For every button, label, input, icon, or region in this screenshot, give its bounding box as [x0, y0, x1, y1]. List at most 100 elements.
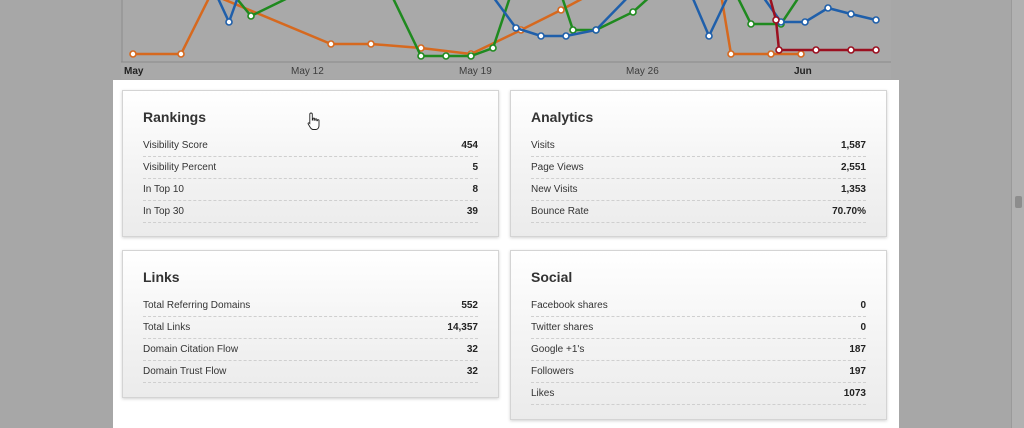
stat-row: Total Referring Domains 552 [143, 295, 478, 317]
series-point [129, 50, 137, 58]
series-point [775, 46, 783, 54]
stat-label: Total Referring Domains [143, 300, 251, 311]
stat-label: Total Links [143, 322, 191, 333]
stat-label: New Visits [531, 184, 578, 195]
stat-row: New Visits 1,353 [531, 179, 866, 201]
stat-label: Followers [531, 366, 574, 377]
analytics-card: Analytics Visits 1,587 Page Views 2,551 … [510, 90, 887, 237]
series-point [767, 50, 775, 58]
series-point [467, 52, 475, 60]
stat-label: Visits [531, 140, 555, 151]
stat-row: Likes 1073 [531, 383, 866, 405]
x-tick-label: May 19 [459, 66, 492, 77]
x-tick-label: May [124, 66, 144, 77]
series-point [247, 12, 255, 20]
stat-row: Facebook shares 0 [531, 295, 866, 317]
series-point [629, 8, 637, 16]
stat-row: Domain Trust Flow 32 [143, 361, 478, 383]
stat-label: Facebook shares [531, 300, 608, 311]
stat-row: Domain Citation Flow 32 [143, 339, 478, 361]
series-point [557, 6, 565, 14]
stat-row: Total Links 14,357 [143, 317, 478, 339]
card-title: Social [531, 269, 573, 285]
stat-row: Visibility Score 454 [143, 135, 478, 157]
series-point [727, 50, 735, 58]
series-point [512, 24, 520, 32]
series-point [872, 16, 880, 24]
hand-cursor-icon [307, 112, 320, 130]
stat-label: Likes [531, 388, 555, 399]
card-title: Rankings [143, 109, 207, 125]
series-point [177, 50, 185, 58]
card-title: Analytics [531, 109, 594, 125]
stat-value: 2,551 [840, 162, 866, 173]
stat-row: Visibility Percent 5 [143, 157, 478, 179]
card-title: Links [143, 269, 180, 285]
stat-value: 552 [461, 300, 478, 311]
series-line [769, 0, 876, 52]
stat-row: Twitter shares 0 [531, 317, 866, 339]
series-point [705, 32, 713, 40]
x-tick-label: Jun [794, 66, 812, 77]
stat-value: 1,587 [840, 140, 866, 151]
stat-value: 197 [849, 366, 866, 377]
trend-chart: May May 12 May 19 May 26 Jun [121, 0, 891, 79]
stat-row: Visits 1,587 [531, 135, 866, 157]
series-point [592, 26, 600, 34]
stat-row: In Top 10 8 [143, 179, 478, 201]
stat-value: 8 [472, 184, 478, 195]
series-point [847, 46, 855, 54]
stat-row: Followers 197 [531, 361, 866, 383]
stat-value: 14,357 [447, 322, 478, 333]
series-point [747, 20, 755, 28]
series-point [847, 10, 855, 18]
social-card: Social Facebook shares 0 Twitter shares … [510, 250, 887, 420]
series-line [217, 0, 877, 40]
series-point [801, 18, 809, 26]
series-point [569, 26, 577, 34]
stat-value: 454 [461, 140, 478, 151]
stat-label: In Top 30 [143, 206, 184, 217]
stat-value: 70.70% [832, 206, 866, 217]
series-point [327, 40, 335, 48]
series-point [872, 46, 880, 54]
series-point [562, 32, 570, 40]
series-point [824, 4, 832, 12]
stat-value: 32 [466, 344, 478, 355]
stat-label: In Top 10 [143, 184, 184, 195]
stat-value: 0 [860, 300, 866, 311]
stat-label: Domain Citation Flow [143, 344, 239, 355]
stat-row: Page Views 2,551 [531, 157, 866, 179]
trend-chart-svg [121, 0, 891, 63]
dashboard-panel: Rankings Visibility Score 454 Visibility… [113, 80, 899, 428]
stat-label: Bounce Rate [531, 206, 589, 217]
stat-value: 1,353 [840, 184, 866, 195]
stat-value: 39 [466, 206, 478, 217]
stat-value: 5 [472, 162, 478, 173]
series-point [537, 32, 545, 40]
stat-label: Page Views [531, 162, 584, 173]
scrollbar-thumb[interactable] [1015, 196, 1022, 208]
stat-label: Twitter shares [531, 322, 594, 333]
stat-value: 187 [849, 344, 866, 355]
series-point [442, 52, 450, 60]
stat-row: Bounce Rate 70.70% [531, 201, 866, 223]
stat-value: 32 [466, 366, 478, 377]
stat-value: 0 [860, 322, 866, 333]
links-card: Links Total Referring Domains 552 Total … [122, 250, 499, 398]
series-point [417, 52, 425, 60]
x-tick-label: May 12 [291, 66, 324, 77]
x-tick-label: May 26 [626, 66, 659, 77]
window-scrollbar[interactable] [1011, 0, 1024, 428]
stat-row: In Top 30 39 [143, 201, 478, 223]
stat-value: 1073 [843, 388, 866, 399]
series-point [797, 50, 805, 58]
stat-label: Domain Trust Flow [143, 366, 227, 377]
series-point [489, 44, 497, 52]
stat-label: Google +1's [531, 344, 585, 355]
series-point [225, 18, 233, 26]
series-point [812, 46, 820, 54]
stat-row: Google +1's 187 [531, 339, 866, 361]
series-point [367, 40, 375, 48]
rankings-card: Rankings Visibility Score 454 Visibility… [122, 90, 499, 237]
